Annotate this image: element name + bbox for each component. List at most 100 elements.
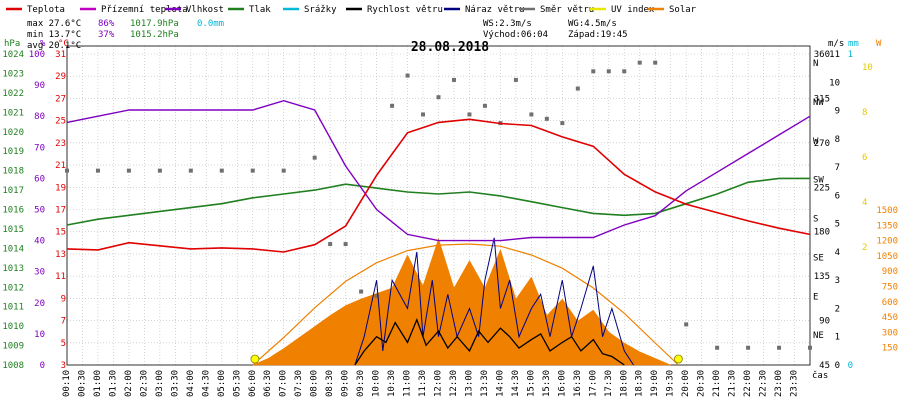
tick-pct: 30 xyxy=(34,268,45,278)
tick-pct: 10 xyxy=(34,330,45,340)
sunrise-marker xyxy=(250,354,260,364)
tick-x: 00:30 xyxy=(77,370,87,397)
stat-avg-temp: avg 20.1°C xyxy=(27,41,81,51)
tick-w: 450 xyxy=(882,313,898,323)
tick-w: 750 xyxy=(882,283,898,293)
tick-hpa: 1015 xyxy=(2,225,24,235)
tick-ms: 8 xyxy=(835,135,840,145)
tick-pct: 50 xyxy=(34,206,45,216)
tick-hpa: 1019 xyxy=(2,147,24,157)
tick-temp: 23 xyxy=(55,139,66,149)
wind-dir-point xyxy=(312,155,317,160)
tick-temp: 3 xyxy=(61,361,66,371)
tick-hpa: 1018 xyxy=(2,167,24,177)
tick-hpa: 1013 xyxy=(2,264,24,274)
wind-dir-point xyxy=(684,322,689,327)
wind-dir-point xyxy=(746,345,751,350)
stat-min-press: 1015.2hPa xyxy=(130,30,179,40)
tick-hpa: 1020 xyxy=(2,128,24,138)
stat-max-hum: 86% xyxy=(98,19,115,29)
tick-x: 10:00 xyxy=(372,370,382,397)
tick-x: 11:00 xyxy=(403,370,413,397)
tick-hpa: 1012 xyxy=(2,283,24,293)
tick-temp: 19 xyxy=(55,183,66,193)
stat-min-hum: 37% xyxy=(98,30,115,40)
tick-temp: 31 xyxy=(55,50,66,60)
tick-x: 09:00 xyxy=(341,370,351,397)
tick-pct: 40 xyxy=(34,237,45,247)
legend-label: Přízemní teplota xyxy=(101,5,188,15)
wind-dir-point xyxy=(715,345,720,350)
humidity-line xyxy=(66,99,811,242)
tick-x: 02:30 xyxy=(139,370,149,397)
wind-dir-point xyxy=(359,289,364,294)
tick-dir-label: SW xyxy=(813,176,824,186)
stat-max-press: 1017.9hPa xyxy=(130,19,179,29)
wind-dir-point xyxy=(575,86,580,91)
tick-uv: 10 xyxy=(862,63,873,73)
wind-dir-point xyxy=(529,112,534,117)
legend-label: Solar xyxy=(669,5,697,15)
tick-pct: 100 xyxy=(29,50,45,60)
wind-dir-point xyxy=(343,242,348,247)
wind-dir-point xyxy=(451,77,456,82)
wind-dir-point xyxy=(219,168,224,173)
tick-ms: 9 xyxy=(835,107,840,117)
tick-x: 00:10 xyxy=(62,370,72,397)
legend-label: UV index xyxy=(611,5,655,15)
wind-dir-point xyxy=(544,116,549,121)
tick-hpa: 1024 xyxy=(2,50,24,60)
wind-dir-point xyxy=(126,168,131,173)
tick-x: 16:30 xyxy=(573,370,583,397)
tick-ms: 3 xyxy=(835,276,840,286)
stat-sunrise: Východ:06:04 xyxy=(483,30,548,40)
tick-x: 10:30 xyxy=(387,370,397,397)
tick-x: 08:30 xyxy=(325,370,335,397)
wind-dir-point xyxy=(591,69,596,74)
axis-unit-temp: °C xyxy=(58,39,69,49)
wind-dir-point xyxy=(513,77,518,82)
wind-dir-point xyxy=(390,103,395,108)
tick-ms: 6 xyxy=(835,191,840,201)
wind-speed-line xyxy=(354,318,625,366)
tick-pct: 80 xyxy=(34,112,45,122)
tick-w: 1050 xyxy=(876,252,898,262)
tick-ms: 0 xyxy=(835,361,840,371)
wind-dir-point xyxy=(65,168,69,173)
tick-w: 150 xyxy=(882,344,898,354)
tick-x: 13:30 xyxy=(480,370,490,397)
tick-dir-label: NW xyxy=(813,98,824,108)
stat-ws: WS:2.3m/s xyxy=(483,19,532,29)
legend-label: Rychlost větru xyxy=(367,5,443,15)
wind-dir-point xyxy=(374,293,379,298)
wind-dir-point xyxy=(467,112,472,117)
tick-hpa: 1022 xyxy=(2,89,24,99)
axis-unit-hpa: hPa xyxy=(4,39,20,49)
tick-pct: 90 xyxy=(34,81,45,91)
tick-x: 13:00 xyxy=(464,370,474,397)
tick-hpa: 1011 xyxy=(2,303,24,313)
tick-dir: 270 xyxy=(814,139,830,149)
chart-title: 28.08.2018 xyxy=(411,40,489,55)
tick-pct: 70 xyxy=(34,143,45,153)
tick-x: 19:00 xyxy=(650,370,660,397)
tick-pct: 0 xyxy=(40,361,45,371)
tick-x: 06:00 xyxy=(248,370,258,397)
tick-x: 15:30 xyxy=(542,370,552,397)
legend-label: Vlhkost xyxy=(186,5,224,15)
tick-x: 18:30 xyxy=(635,370,645,397)
stat-min-temp: min 13.7°C xyxy=(27,30,81,40)
tick-x: 09:30 xyxy=(356,370,366,397)
tick-hpa: 1016 xyxy=(2,206,24,216)
tick-w: 600 xyxy=(882,298,898,308)
solar-max-line xyxy=(252,243,679,366)
tick-w: 1200 xyxy=(876,237,898,247)
legend-label: Teplota xyxy=(27,5,65,15)
tick-hpa: 1023 xyxy=(2,69,24,79)
wind-dir-point xyxy=(777,345,782,350)
tick-dir: 225 xyxy=(814,183,830,193)
legend-label: Náraz větru xyxy=(465,5,525,15)
tick-w: 1350 xyxy=(876,221,898,231)
tick-hpa: 1014 xyxy=(2,244,24,254)
tick-x: 15:00 xyxy=(526,370,536,397)
